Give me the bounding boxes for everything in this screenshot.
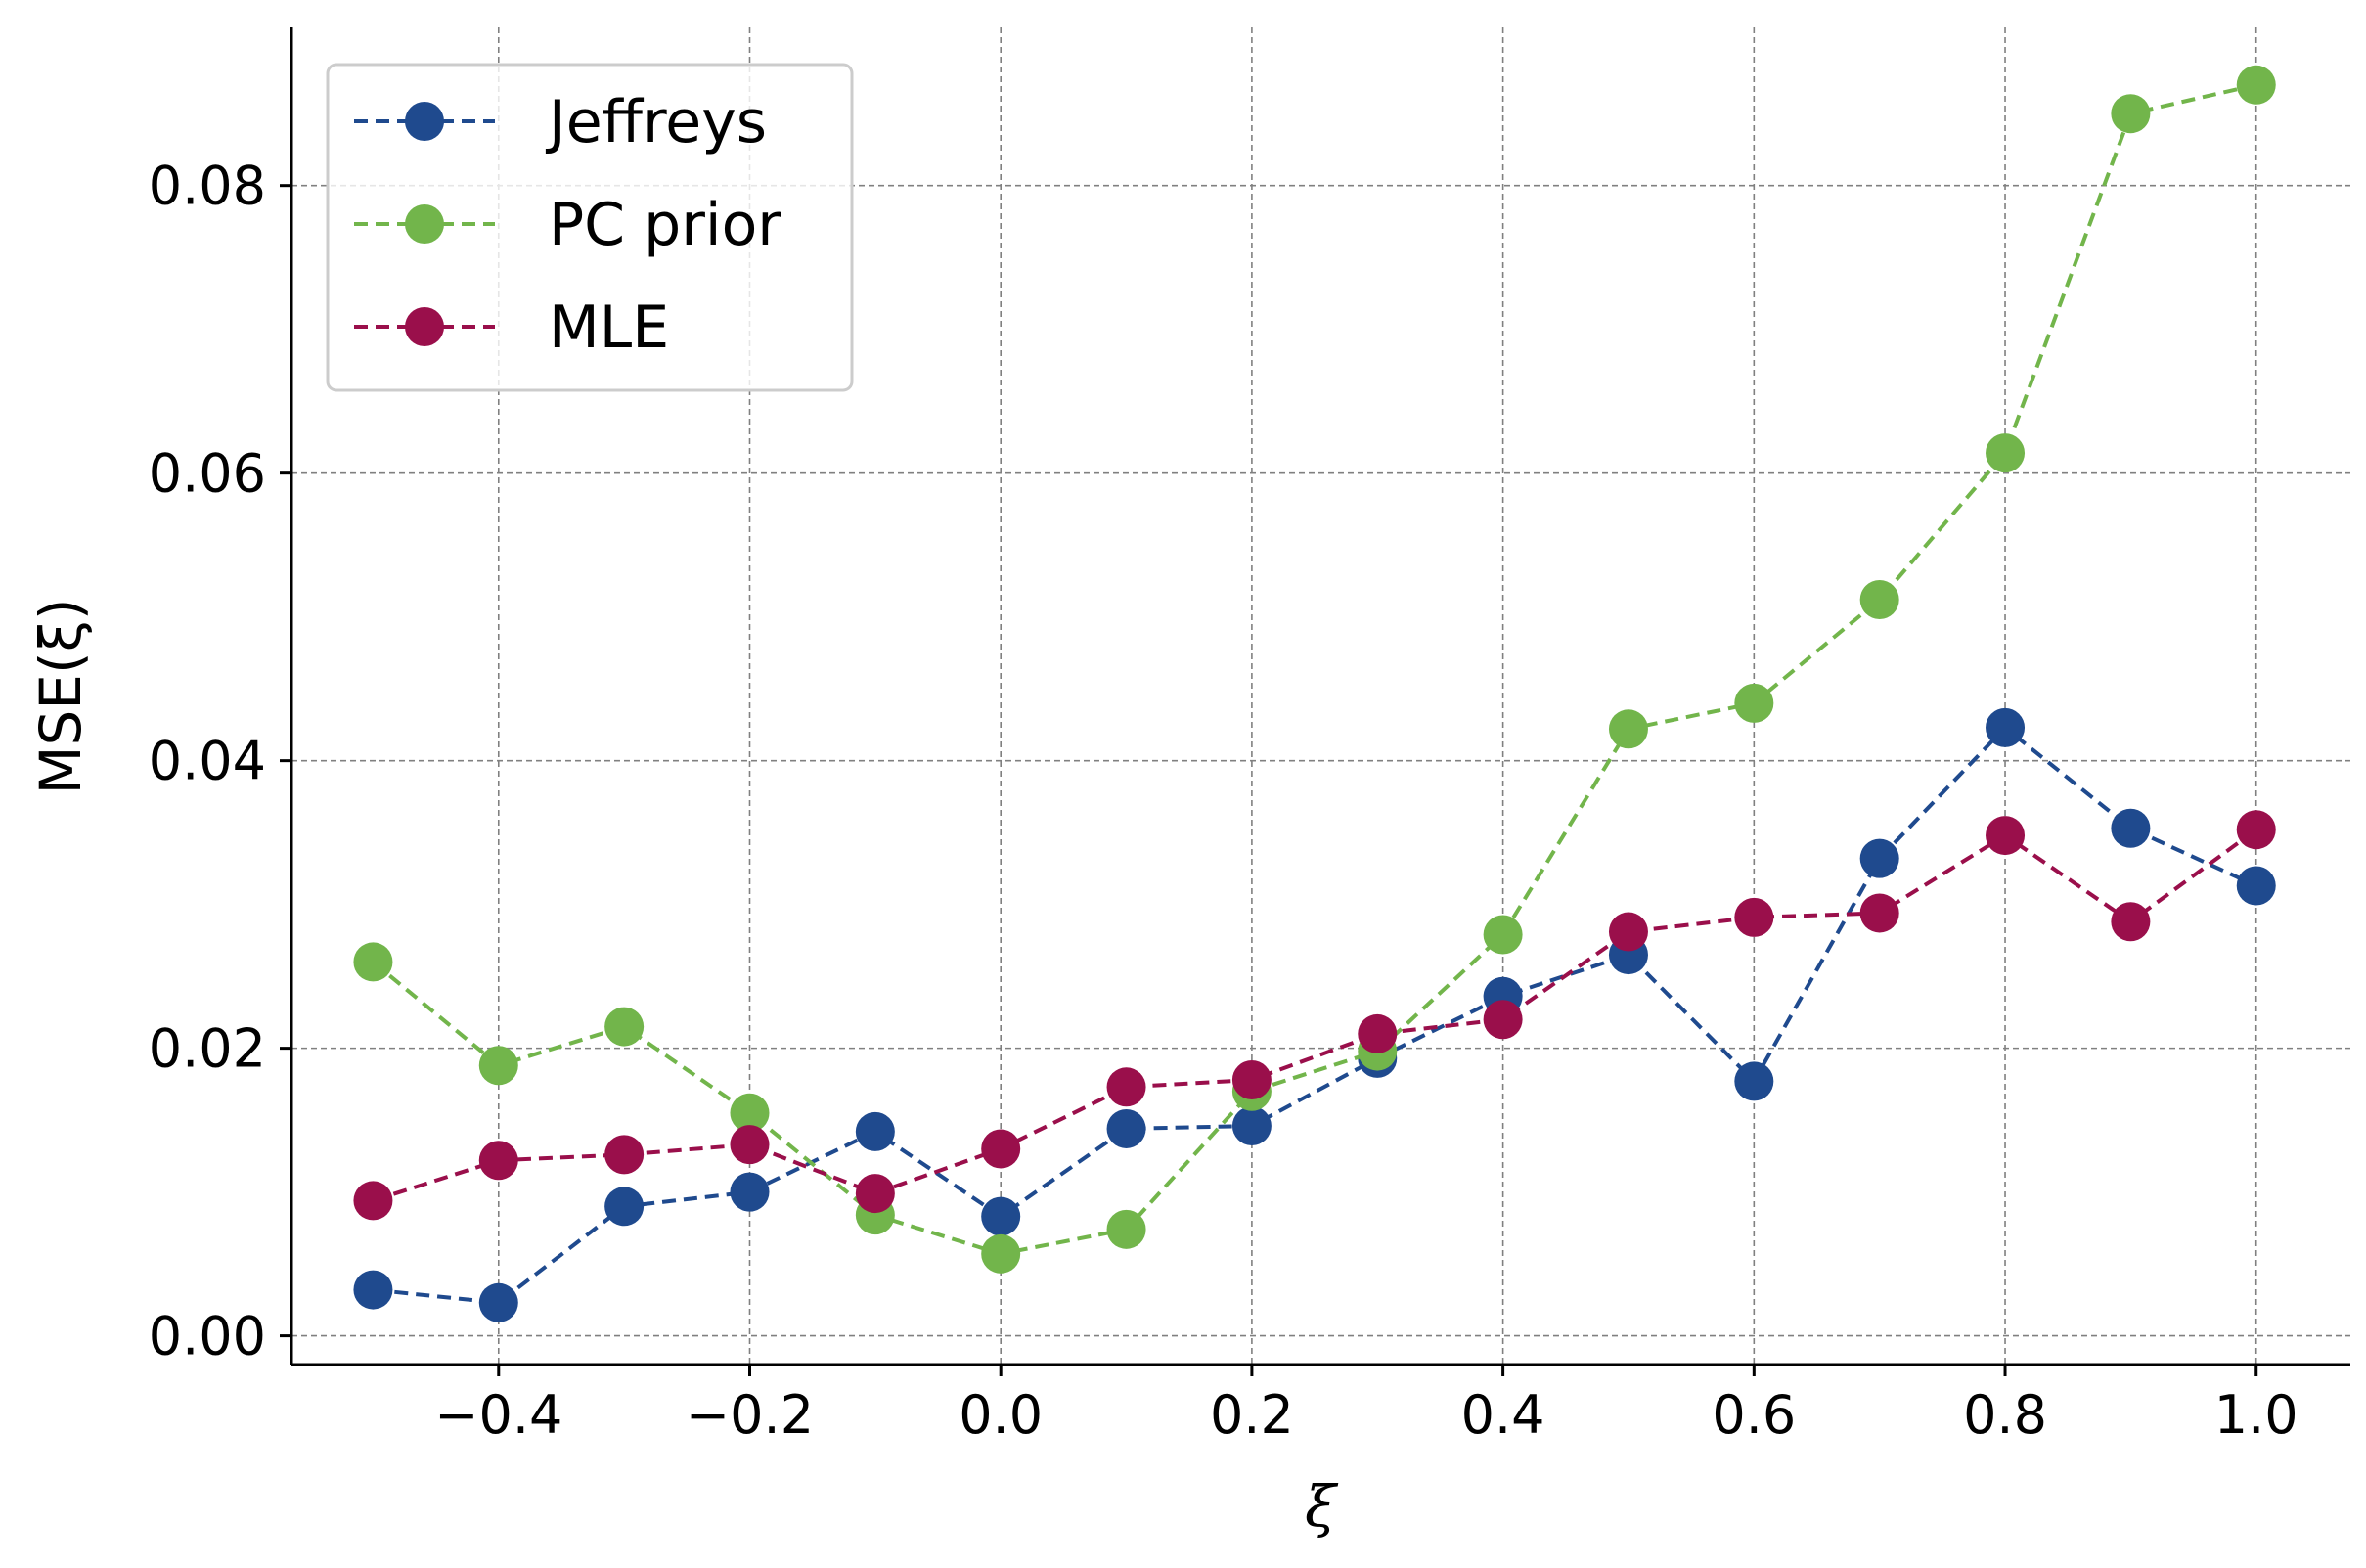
data-point-mle (478, 1141, 518, 1181)
legend-marker-mle (405, 307, 444, 346)
data-point-mle (1483, 1000, 1523, 1040)
x-tick-label: 0.8 (1963, 1384, 2047, 1446)
data-point-pc-prior (981, 1233, 1021, 1274)
legend-label-pc-prior: PC prior (549, 191, 781, 259)
data-point-mle (1734, 897, 1774, 937)
data-point-pc-prior (604, 1007, 645, 1047)
data-point-mle (855, 1174, 895, 1214)
data-point-mle (1608, 912, 1648, 952)
legend-marker-pc-prior (405, 204, 444, 244)
series-jeffreys (353, 707, 2276, 1322)
series-layer (353, 65, 2276, 1322)
y-ticks: 0.00 0.02 0.04 0.06 0.08 (149, 156, 291, 1367)
data-point-jeffreys (1231, 1105, 1272, 1145)
legend-item-pc-prior: PC prior (354, 191, 781, 259)
y-tick-label: 0.08 (149, 156, 266, 217)
y-tick-label: 0.06 (149, 443, 266, 505)
legend-marker-jeffreys (405, 102, 444, 141)
data-point-jeffreys (1106, 1108, 1146, 1148)
x-tick-label: 0.4 (1461, 1384, 1545, 1446)
grid-layer (291, 27, 2350, 1365)
legend-label-jeffreys: Jeffreys (545, 88, 767, 157)
data-point-pc-prior (478, 1046, 518, 1086)
data-point-jeffreys (855, 1111, 895, 1151)
x-tick-label: 0.2 (1210, 1384, 1294, 1446)
data-point-pc-prior (2236, 65, 2276, 105)
data-point-mle (1358, 1013, 1398, 1053)
data-point-jeffreys (1734, 1061, 1774, 1101)
data-point-jeffreys (353, 1270, 393, 1310)
series-line-jeffreys (373, 725, 2257, 1305)
data-point-pc-prior (730, 1093, 770, 1133)
data-point-pc-prior (1734, 683, 1774, 723)
x-ticks: −0.4 −0.2 0.0 0.2 0.4 0.6 0.8 1.0 (434, 1365, 2299, 1446)
data-point-mle (1859, 893, 1899, 933)
y-tick-label: 0.04 (149, 731, 266, 792)
axes-layer (290, 27, 2350, 1366)
legend-label-mle: MLE (549, 293, 669, 362)
data-point-mle (1231, 1059, 1272, 1099)
series-mle (353, 810, 2276, 1221)
legend: Jeffreys PC prior MLE (326, 63, 854, 392)
x-tick-label: 1.0 (2214, 1384, 2299, 1446)
data-point-jeffreys (2111, 808, 2151, 848)
data-point-pc-prior (1986, 433, 2026, 473)
data-point-mle (2111, 902, 2151, 942)
series-line-mle (372, 828, 2257, 1203)
legend-item-mle: MLE (354, 293, 669, 362)
data-point-pc-prior (1483, 915, 1523, 955)
legend-frame (326, 63, 854, 392)
data-point-jeffreys (2236, 866, 2276, 906)
data-point-jeffreys (604, 1187, 645, 1227)
x-tick-label: −0.2 (686, 1384, 814, 1446)
data-point-jeffreys (981, 1196, 1021, 1236)
data-point-pc-prior (1106, 1209, 1146, 1249)
data-point-jeffreys (478, 1282, 518, 1322)
data-point-mle (1986, 816, 2026, 856)
x-axis-label: ξ (1305, 1473, 1339, 1540)
data-point-mle (2236, 810, 2276, 850)
x-tick-label: −0.4 (434, 1384, 562, 1446)
data-point-pc-prior (1859, 580, 1899, 620)
data-point-mle (981, 1129, 1021, 1169)
data-point-pc-prior (353, 942, 393, 982)
x-tick-label: 0.6 (1712, 1384, 1796, 1446)
data-point-pc-prior (1608, 709, 1648, 749)
y-tick-label: 0.00 (149, 1306, 266, 1367)
series-line-pc-prior (372, 82, 2257, 1256)
data-point-jeffreys (1859, 838, 1899, 878)
legend-item-jeffreys: Jeffreys (354, 88, 767, 157)
data-point-jeffreys (730, 1172, 770, 1212)
data-point-mle (604, 1135, 645, 1175)
y-axis-label: MSE(ξ) (27, 598, 94, 794)
x-tick-label: 0.0 (959, 1384, 1043, 1446)
series-pc-prior (353, 65, 2276, 1274)
data-point-mle (353, 1181, 393, 1221)
data-point-pc-prior (2111, 94, 2151, 134)
data-point-mle (1106, 1067, 1146, 1107)
data-point-mle (730, 1125, 770, 1165)
y-tick-label: 0.02 (149, 1018, 266, 1080)
data-point-jeffreys (1986, 707, 2026, 747)
